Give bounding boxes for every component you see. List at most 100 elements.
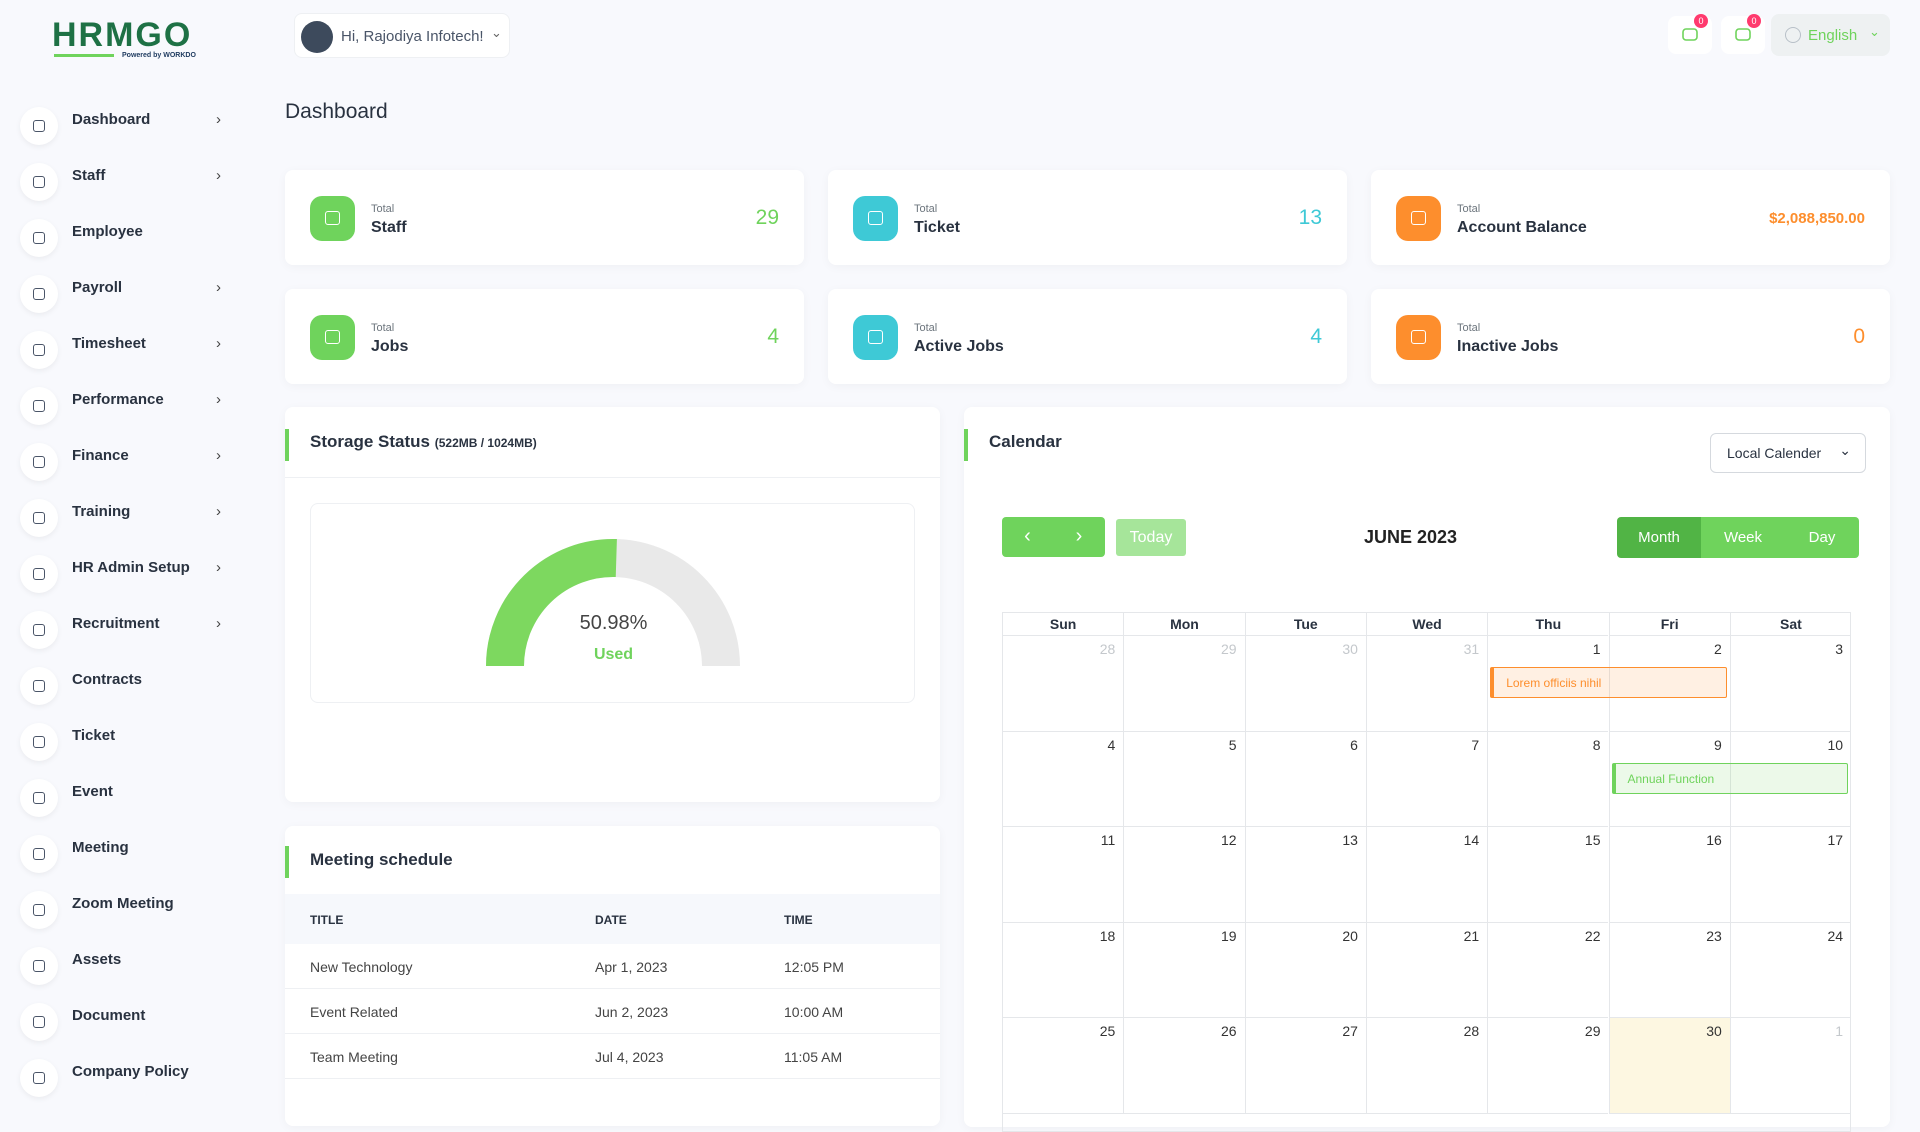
notification-button[interactable]: 0 — [1721, 14, 1765, 54]
nav-item[interactable]: Company Policy — [20, 1055, 230, 1097]
next-button[interactable]: › — [1075, 525, 1083, 547]
nav-item[interactable]: Dashboard › — [20, 103, 230, 145]
day-cell[interactable]: 2 — [1608, 636, 1730, 732]
nav-icon — [20, 499, 58, 537]
user-menu[interactable]: Hi, Rajodiya Infotech! ⌄ — [294, 13, 510, 58]
nav-item[interactable]: Recruitment › — [20, 607, 230, 649]
day-cell[interactable]: 24 — [1729, 922, 1852, 1018]
day-cell[interactable]: 15 — [1487, 827, 1609, 923]
day-number: 28 — [1463, 1023, 1480, 1039]
day-cell[interactable]: 19 — [1123, 922, 1245, 1018]
day-cell[interactable]: 18 — [1002, 922, 1124, 1018]
day-cell[interactable]: 29 — [1123, 636, 1245, 732]
calendar-source[interactable]: Local Calender ⌄ — [1710, 433, 1866, 473]
day-cell[interactable]: 7 — [1365, 731, 1488, 827]
day-cell[interactable]: 29 — [1487, 1018, 1609, 1114]
day-cell[interactable]: 1 — [1487, 636, 1609, 732]
stat-caption: Total — [371, 203, 395, 215]
nav-item[interactable]: Meeting — [20, 831, 230, 873]
day-cell[interactable]: 12 — [1123, 827, 1245, 923]
nav-item[interactable]: Zoom Meeting — [20, 887, 230, 929]
stat-label: Active Jobs — [914, 338, 1004, 355]
nav-icon-glyph — [33, 680, 45, 692]
day-number: 29 — [1584, 1023, 1601, 1039]
day-cell[interactable]: 30 — [1608, 1018, 1730, 1114]
day-cell[interactable]: 16 — [1608, 827, 1730, 923]
day-cell[interactable]: 6 — [1244, 731, 1366, 827]
nav-item[interactable]: Document — [20, 999, 230, 1041]
view-button[interactable]: Day — [1785, 517, 1859, 558]
calendar-event[interactable]: Lorem officiis nihil — [1490, 667, 1727, 698]
today-button[interactable]: Today — [1116, 519, 1186, 556]
caret: ⌄ — [1839, 442, 1851, 458]
nav-item[interactable]: Event — [20, 775, 230, 817]
calendar-event[interactable]: Annual Function — [1611, 762, 1849, 794]
day-cell[interactable]: 4 — [1002, 731, 1124, 827]
day-cell[interactable]: 30 — [1244, 636, 1366, 732]
nav-item[interactable]: Employee — [20, 215, 230, 257]
nav-item[interactable]: HR Admin Setup › — [20, 551, 230, 593]
nav-label: HR Admin Setup — [72, 559, 190, 576]
cell: Jun 2, 2023 — [595, 1004, 669, 1020]
day-cell[interactable]: 10 — [1729, 731, 1852, 827]
view-button[interactable]: Week — [1701, 517, 1785, 558]
nav-icon-glyph — [33, 1016, 45, 1028]
day-cell[interactable]: 11 — [1002, 827, 1124, 923]
view-button[interactable]: Month — [1617, 517, 1701, 558]
row-divider — [285, 1033, 940, 1034]
day-cell[interactable]: 13 — [1244, 827, 1366, 923]
day-cell[interactable]: 26 — [1123, 1018, 1245, 1114]
day-cell[interactable]: 5 — [1123, 731, 1245, 827]
submenu-arrow: › — [216, 447, 221, 464]
nav-item[interactable]: Assets — [20, 943, 230, 985]
message-button[interactable]: 0 — [1668, 14, 1712, 54]
day-number: 29 — [1221, 641, 1237, 657]
stat-caption: Total — [371, 322, 395, 334]
day-cell[interactable]: 28 — [1002, 636, 1124, 732]
nav-label: Employee — [72, 223, 143, 240]
day-cell[interactable]: 14 — [1365, 827, 1488, 923]
day-cell[interactable]: 31 — [1365, 636, 1488, 732]
day-number: 15 — [1584, 832, 1601, 848]
prev-button[interactable]: ‹ — [1024, 525, 1031, 547]
weekday: Sun — [1002, 612, 1124, 636]
day-cell[interactable]: 8 — [1487, 731, 1609, 827]
day-cell[interactable]: 23 — [1608, 922, 1730, 1018]
logo-tagline: Powered by WORKDO — [122, 52, 196, 59]
nav-item[interactable]: Timesheet › — [20, 327, 230, 369]
day-cell[interactable]: 21 — [1365, 922, 1488, 1018]
day-cell[interactable]: 1 — [1729, 1018, 1852, 1114]
nav-item[interactable]: Contracts — [20, 663, 230, 705]
day-cell[interactable]: 3 — [1729, 636, 1852, 732]
nav-icon-glyph — [33, 568, 45, 580]
stat-value: 4 — [1310, 325, 1322, 348]
stat-label: Staff — [371, 219, 407, 236]
day-cell[interactable]: 22 — [1487, 922, 1609, 1018]
day-cell[interactable]: 20 — [1244, 922, 1366, 1018]
nav-icon — [20, 1059, 58, 1097]
day-cell[interactable]: 25 — [1002, 1018, 1124, 1114]
logo[interactable]: HRMGO Powered by WORKDO — [52, 16, 212, 62]
day-cell[interactable]: 9 — [1608, 731, 1730, 827]
stat-caption: Total — [1457, 322, 1481, 334]
nav-item[interactable]: Ticket — [20, 719, 230, 761]
nav-icon-glyph — [33, 624, 45, 636]
icon — [1735, 28, 1751, 41]
nav-item[interactable]: Performance › — [20, 383, 230, 425]
day-cell[interactable]: 28 — [1365, 1018, 1488, 1114]
nav-item[interactable]: Staff › — [20, 159, 230, 201]
language-select[interactable]: English ⌄ — [1771, 14, 1890, 56]
stat-icon-glyph — [325, 330, 340, 344]
nav-icon — [20, 779, 58, 817]
day-number: 5 — [1228, 736, 1237, 753]
nav-item[interactable]: Payroll › — [20, 271, 230, 313]
day-cell[interactable]: 17 — [1729, 827, 1852, 923]
day-cell[interactable]: 27 — [1244, 1018, 1366, 1114]
stat-card: Total Ticket 13 — [828, 170, 1347, 265]
caret: ⌄ — [1869, 24, 1880, 39]
nav-item[interactable]: Training › — [20, 495, 230, 537]
stat-value: $2,088,850.00 — [1769, 210, 1865, 227]
nav-label: Timesheet — [72, 335, 146, 352]
nav-label: Event — [72, 783, 113, 800]
nav-item[interactable]: Finance › — [20, 439, 230, 481]
